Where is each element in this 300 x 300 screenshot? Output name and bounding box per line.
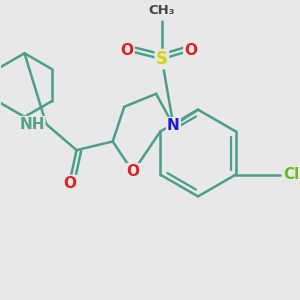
Text: CH₃: CH₃ bbox=[148, 4, 175, 17]
Text: O: O bbox=[63, 176, 76, 191]
Text: O: O bbox=[121, 43, 134, 58]
Text: O: O bbox=[127, 164, 140, 179]
Text: O: O bbox=[184, 43, 197, 58]
Text: NH: NH bbox=[19, 117, 45, 132]
Text: Cl: Cl bbox=[283, 167, 299, 182]
Text: N: N bbox=[167, 118, 180, 133]
Text: S: S bbox=[156, 50, 168, 68]
